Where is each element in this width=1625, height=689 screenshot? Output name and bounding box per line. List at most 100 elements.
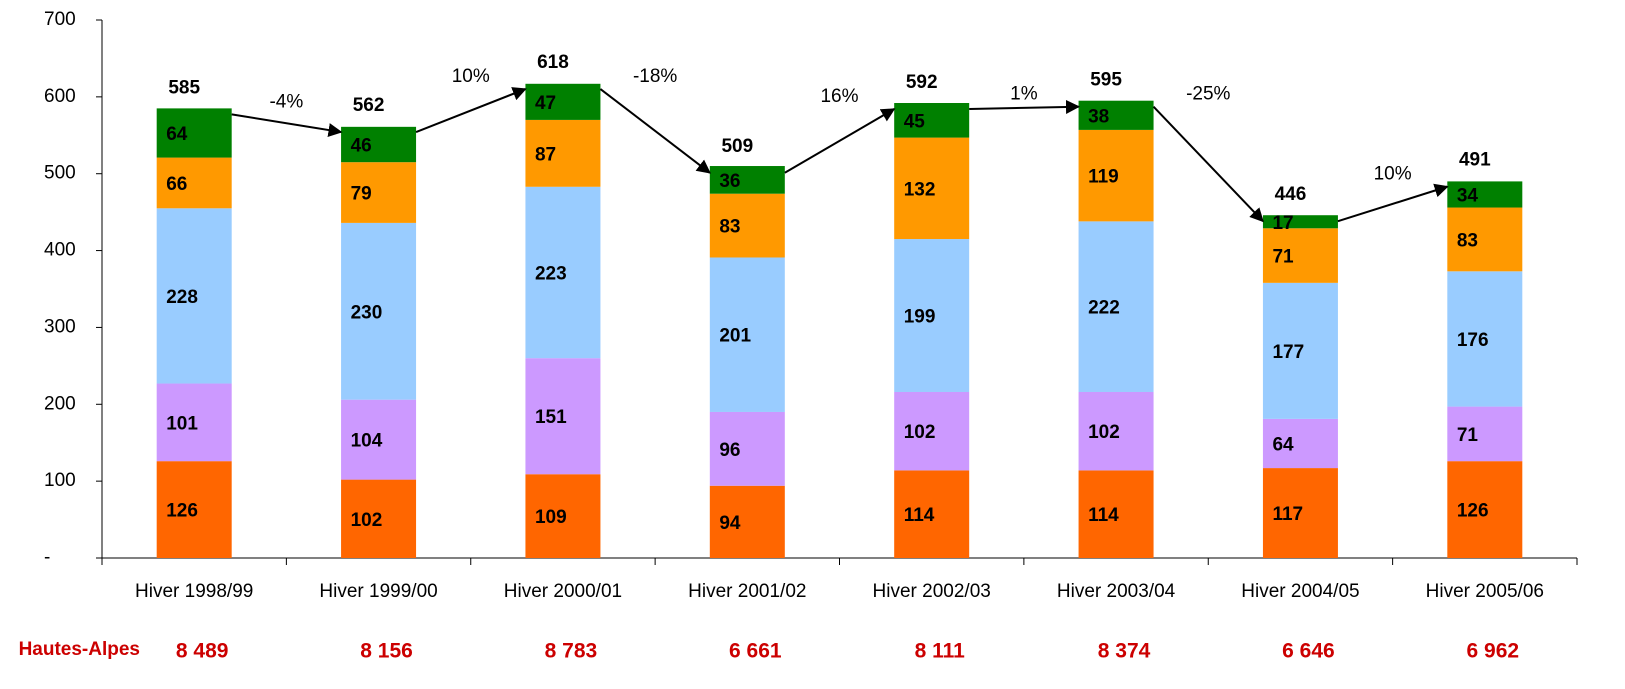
change-label: 10%: [452, 66, 490, 87]
change-arrow: [969, 99, 1080, 114]
bar-segment: [894, 103, 970, 138]
footer-value: 8 489: [176, 640, 229, 663]
change-arrow: [1152, 106, 1264, 223]
y-tick-label: 300: [44, 316, 76, 337]
bar-segment: [1262, 282, 1338, 419]
bar-segment: [156, 108, 232, 158]
bar-segment: [1447, 406, 1523, 462]
change-label: -18%: [633, 66, 677, 87]
bar-segment: [894, 137, 970, 240]
y-tick-label: 700: [44, 9, 76, 30]
data-label: 71: [1457, 425, 1479, 446]
data-label: 104: [351, 431, 383, 452]
bar-segment: [709, 411, 785, 486]
bar-segment: [525, 186, 601, 359]
bar-segment: [1447, 461, 1523, 558]
footer-value: 8 111: [915, 640, 966, 663]
data-label: 230: [351, 302, 383, 323]
bar-segment: [1078, 100, 1154, 130]
bar-segment: [1262, 228, 1338, 283]
bar-segment: [1447, 207, 1523, 272]
bar-segment: [1078, 221, 1154, 392]
data-label: 101: [166, 413, 198, 434]
data-label: 119: [1088, 167, 1119, 188]
bar-segment: [1078, 391, 1154, 471]
data-label: 102: [904, 422, 936, 443]
footer-value: 8 374: [1098, 640, 1151, 663]
bar-segment: [709, 485, 785, 558]
bar-segment: [156, 383, 232, 462]
data-label: 83: [1457, 230, 1478, 251]
total-label: 592: [906, 72, 938, 93]
data-label: 223: [535, 263, 567, 284]
data-label: 176: [1457, 330, 1489, 351]
x-tick-label: Hiver 2004/05: [1241, 581, 1359, 602]
data-label: 46: [351, 136, 372, 157]
y-tick-label: 600: [44, 86, 76, 107]
data-label: 47: [535, 93, 556, 114]
footer-value: 8 783: [545, 640, 598, 663]
x-tick-label: Hiver 1998/99: [135, 581, 253, 602]
data-label: 151: [535, 407, 567, 428]
data-label: 36: [719, 171, 740, 192]
bar-segment: [1262, 215, 1338, 229]
data-label: 34: [1457, 185, 1479, 206]
data-label: 222: [1088, 298, 1120, 319]
bar-segment: [341, 399, 417, 480]
data-label: 66: [166, 174, 187, 195]
x-tick-label: Hiver 1999/00: [319, 581, 437, 602]
bar-segment: [341, 222, 417, 400]
bar-segment: [156, 157, 232, 209]
y-tick-label: -: [44, 547, 50, 568]
data-label: 64: [166, 124, 188, 145]
change-arrow: [784, 108, 896, 174]
bar-segment: [1262, 418, 1338, 469]
data-label: 114: [1088, 505, 1119, 526]
bar-segment: [525, 119, 601, 187]
bar-segment: [341, 479, 417, 558]
data-label: 126: [166, 501, 198, 522]
data-label: 102: [351, 510, 383, 531]
change-label: 10%: [1374, 164, 1412, 185]
change-arrow: [599, 88, 711, 174]
data-label: 199: [904, 307, 936, 328]
data-label: 102: [1088, 422, 1120, 443]
footer-value: 6 646: [1282, 640, 1335, 663]
data-label: 126: [1457, 501, 1489, 522]
bar-segment: [894, 470, 970, 558]
data-label: 17: [1272, 213, 1293, 234]
bar-segment: [894, 239, 970, 392]
total-label: 618: [537, 52, 569, 73]
x-tick-label: Hiver 2005/06: [1426, 581, 1544, 602]
data-label: 96: [719, 440, 740, 461]
data-label: 87: [535, 144, 556, 165]
total-label: 491: [1459, 150, 1491, 171]
y-tick-label: 400: [44, 240, 76, 261]
bar-segment: [1078, 129, 1154, 222]
bar-segment: [525, 474, 601, 558]
bar-segment: [709, 166, 785, 194]
footer-label: Hautes-Alpes: [19, 639, 140, 660]
bar-segment: [894, 391, 970, 471]
bar-segment: [1447, 271, 1523, 407]
total-label: 562: [353, 95, 385, 116]
bar-segment: [709, 193, 785, 258]
data-label: 64: [1272, 434, 1294, 455]
data-label: 228: [166, 287, 198, 308]
bar-segment: [525, 358, 601, 475]
total-label: 509: [721, 136, 753, 157]
data-label: 71: [1272, 247, 1294, 268]
x-tick-label: Hiver 2000/01: [504, 581, 622, 602]
change-label: -4%: [269, 91, 303, 112]
y-tick-label: 100: [44, 470, 76, 491]
total-label: 595: [1090, 70, 1122, 91]
y-tick-label: 500: [44, 163, 76, 184]
footer-value: 6 962: [1467, 640, 1520, 663]
total-label: 446: [1275, 184, 1307, 205]
change-label: 1%: [1010, 84, 1038, 105]
data-label: 45: [904, 111, 926, 132]
bar-segment: [156, 208, 232, 384]
data-label: 109: [535, 507, 567, 528]
data-label: 79: [351, 184, 372, 205]
